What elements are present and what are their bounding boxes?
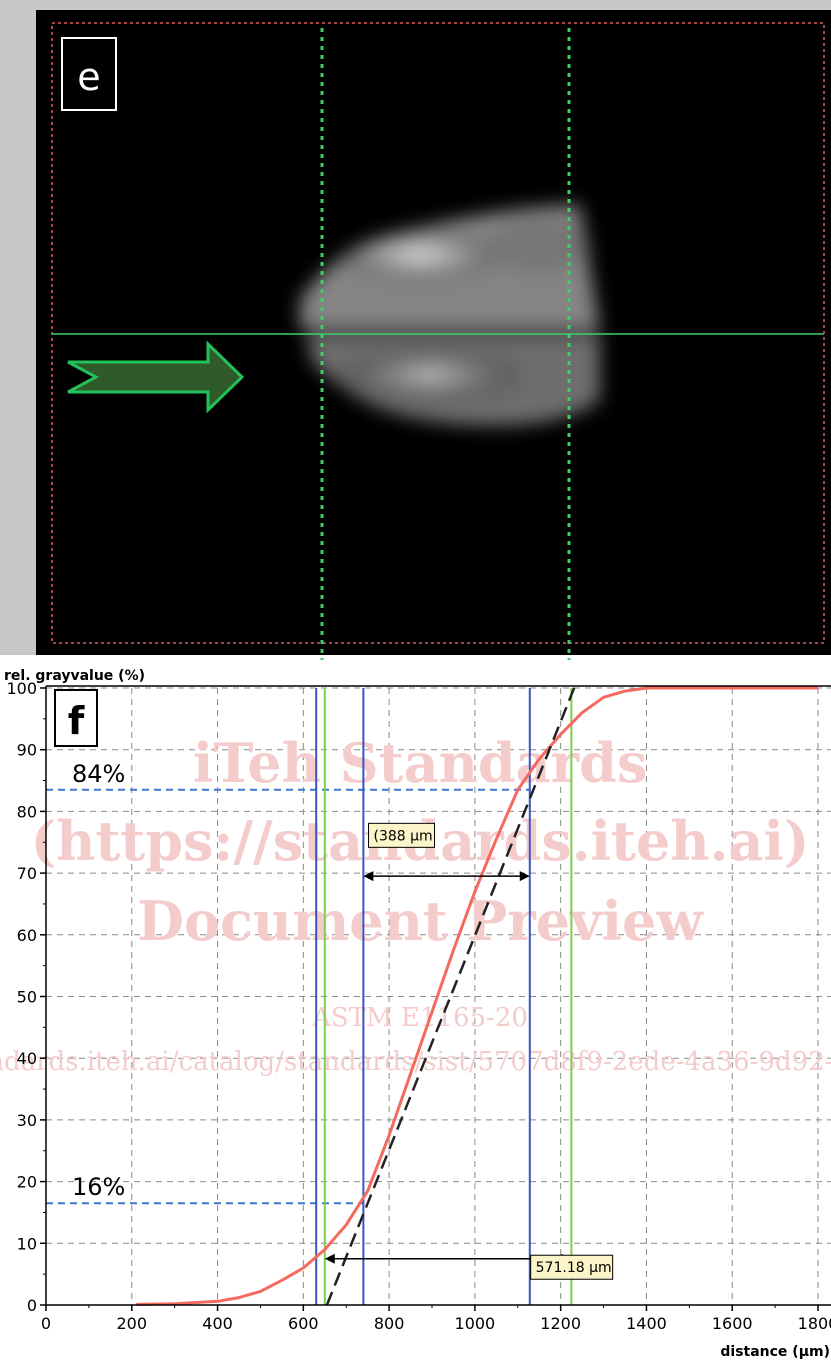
y-tick-label: 0 [27, 1296, 37, 1315]
y-tick-label: 60 [17, 926, 37, 945]
level-label: 84% [72, 760, 125, 788]
y-axis-label: rel. grayvalue (%) [4, 668, 145, 684]
watermark: iTeh Standards (https://standards.iteh.a… [0, 731, 831, 1077]
panel-e-label-box [61, 37, 117, 111]
profile-curve [136, 686, 818, 1306]
x-tick-label: 200 [117, 1314, 148, 1333]
measure-label: (388 µm [374, 828, 433, 844]
arrow-head-left [324, 1253, 335, 1264]
y-tick-label: 50 [17, 988, 37, 1007]
measure-label: 571.18 µm [536, 1260, 612, 1276]
y-tick-label: 40 [17, 1049, 37, 1068]
radiograph-overlay: e [51, 22, 825, 660]
x-tick-label: 800 [374, 1314, 405, 1333]
watermark-line-4: ASTM E1165-20 [311, 1003, 528, 1033]
y-tick-label: 20 [17, 1173, 37, 1192]
panel-f-label-box [54, 689, 98, 747]
watermark-line-3: Document Preview [137, 889, 704, 953]
level-label: 16% [72, 1173, 125, 1201]
x-tick-label: 1400 [626, 1314, 667, 1333]
watermark-line-1: iTeh Standards [193, 731, 647, 795]
radiograph-image [36, 10, 831, 655]
arrow-head-left [363, 871, 374, 882]
y-tick-label: 100 [6, 679, 37, 698]
y-tick-label: 10 [17, 1234, 37, 1253]
roi-frame [51, 22, 825, 644]
arrow-head-right [519, 871, 530, 882]
y-tick-label: 70 [17, 864, 37, 883]
y-tick-label: 90 [17, 741, 37, 760]
y-tick-label: 80 [17, 802, 37, 821]
y-tick-label: 30 [17, 1111, 37, 1130]
panel-f-label: f [68, 699, 85, 743]
specimen-shadow [300, 205, 600, 426]
x-tick-label: 1800 [798, 1314, 831, 1333]
x-tick-label: 600 [288, 1314, 319, 1333]
chart-marks: 84% 16% (388 µm 571.18 µm [46, 681, 818, 1306]
beam-direction-arrow-icon [67, 340, 245, 414]
x-axis-label: distance (µm) [720, 1344, 830, 1360]
chart-grid [46, 687, 831, 1305]
x-tick-label: 0 [41, 1314, 51, 1333]
tangent-line [325, 681, 578, 1306]
panel-e-label: e [77, 55, 100, 99]
x-tick-label: 1200 [540, 1314, 581, 1333]
profile-chart: iTeh Standards (https://standards.iteh.a… [0, 668, 831, 1360]
x-tick-label: 1600 [712, 1314, 753, 1333]
measure-label-box [530, 1254, 614, 1280]
x-tick-label: 400 [202, 1314, 233, 1333]
measure-label-box [368, 822, 436, 848]
x-tick-label: 1000 [455, 1314, 496, 1333]
